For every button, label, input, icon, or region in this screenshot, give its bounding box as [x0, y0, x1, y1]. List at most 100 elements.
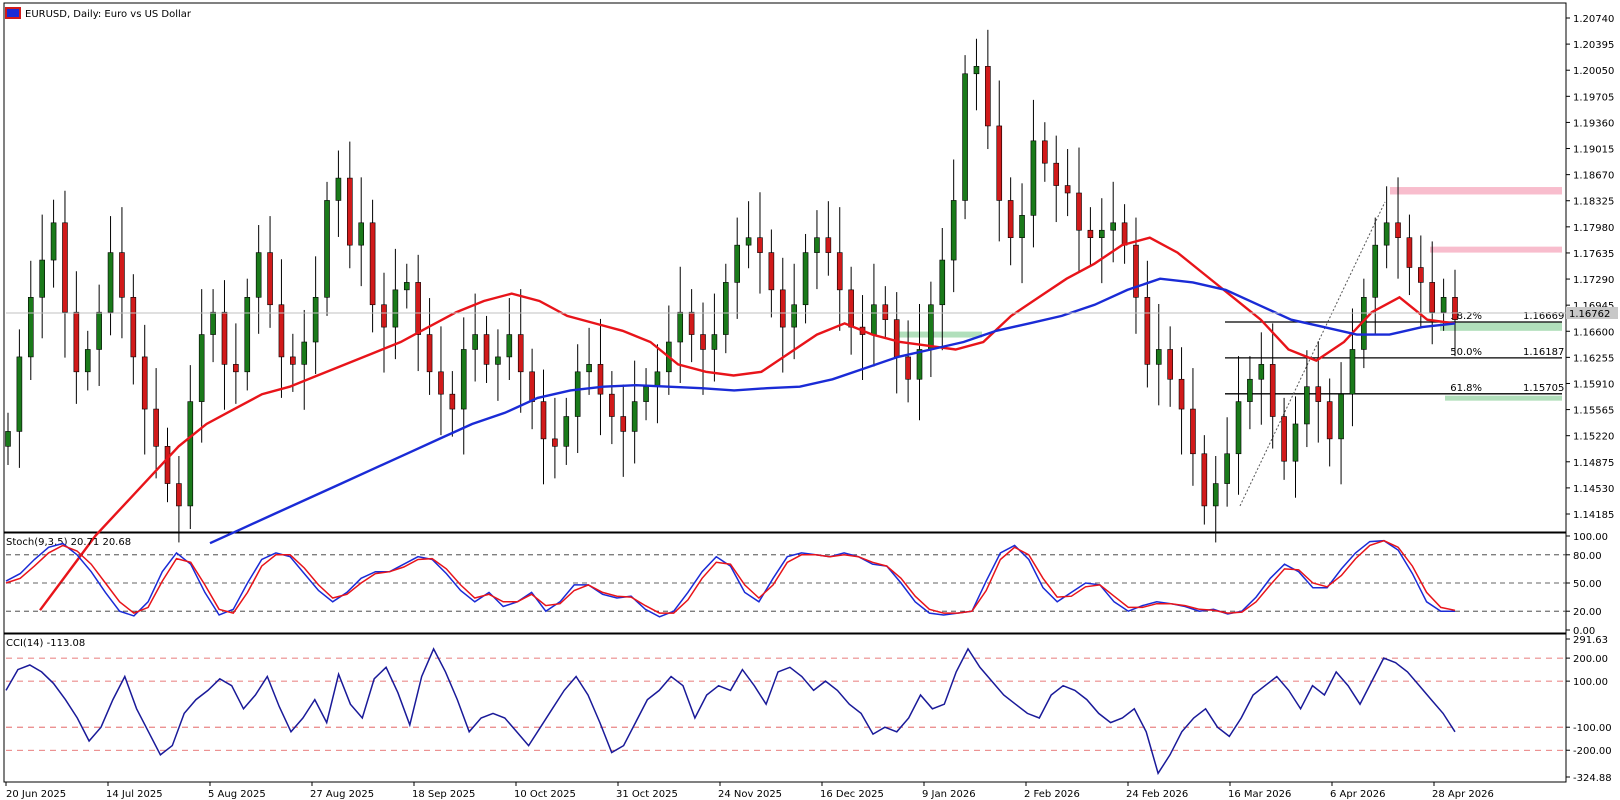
candle-bull: [472, 334, 478, 350]
candle-bull: [631, 401, 638, 432]
candle-bull: [563, 416, 570, 447]
candle-bear: [1133, 244, 1139, 298]
candle-bear: [1167, 349, 1173, 380]
candle-bear: [1281, 416, 1287, 462]
cci-axis: 291.63 200.00 100.00 -100.00 -200.00 -324.88: [1566, 635, 1612, 784]
candle-bull: [711, 334, 718, 350]
cci-tick-label: -100.00: [1573, 723, 1612, 734]
cci-tick-label: 291.63: [1573, 635, 1608, 646]
fib-value-label: 1.15705: [1523, 383, 1564, 394]
time-tick-label: 28 Apr 2026: [1432, 789, 1494, 800]
candle-bull: [1338, 393, 1344, 440]
candle-bear: [529, 371, 535, 402]
candle-bull: [745, 237, 752, 246]
candle-bull: [586, 364, 592, 373]
candle-bear: [483, 334, 490, 365]
candle-bear: [1053, 162, 1060, 186]
stochastic-oscillator: [5, 539, 1566, 618]
price-panel-frame: [3, 2, 1567, 533]
candle-bear: [985, 66, 991, 127]
candle-bull: [1224, 453, 1230, 484]
candle-bull: [939, 259, 946, 306]
support-zone: [1445, 395, 1562, 401]
price-tick-label: 1.20395: [1573, 40, 1614, 51]
current-price-badge: [1566, 307, 1618, 319]
candle-bull: [1030, 140, 1037, 216]
candle-bear: [73, 311, 80, 373]
time-tick-label: 14 Jul 2025: [106, 789, 163, 800]
moving-averages: [39, 236, 1456, 611]
candle-bear: [779, 289, 786, 328]
time-tick-label: 10 Oct 2025: [514, 789, 576, 800]
candle-bull: [403, 282, 410, 291]
time-tick-label: 9 Jan 2026: [922, 789, 976, 800]
candle-bull: [5, 431, 11, 447]
support-zone: [898, 331, 982, 338]
time-tick-label: 16 Dec 2025: [820, 789, 884, 800]
candle-bull: [50, 222, 57, 261]
candle-bull: [916, 349, 923, 380]
candle-bull: [1258, 364, 1265, 380]
candle-bear: [836, 252, 843, 291]
candle-bear: [996, 125, 1003, 201]
price-tick-label: 1.16600: [1573, 327, 1614, 338]
candle-bear: [825, 237, 832, 253]
cci-tick-label: 200.00: [1573, 654, 1608, 665]
candle-bull: [723, 282, 729, 335]
candle-bear: [1190, 408, 1196, 455]
candle-bear: [1064, 185, 1071, 194]
candle-bull: [802, 252, 809, 306]
candle-bear: [176, 483, 182, 507]
candle-bear: [700, 334, 706, 350]
resistance-zone: [1430, 246, 1562, 253]
candle-bull: [643, 386, 649, 402]
candle-bear: [62, 222, 68, 313]
candle-bull: [791, 304, 797, 328]
candle-bull: [392, 289, 399, 328]
candle-bull: [1304, 386, 1310, 425]
price-tick-label: 1.16255: [1573, 353, 1614, 364]
candle-bull: [1440, 297, 1447, 313]
candle-bull: [1098, 229, 1105, 238]
time-tick-label: 2 Feb 2026: [1024, 789, 1080, 800]
price-tick-label: 1.17980: [1573, 223, 1614, 234]
candle-bull: [96, 311, 102, 350]
cci-tick-label: -200.00: [1573, 746, 1612, 757]
candle-bull: [301, 341, 308, 365]
fib-pct-label: 61.8%: [1450, 383, 1482, 394]
fib-pct-label: 50.0%: [1450, 347, 1482, 358]
cci-indicator: [5, 647, 1566, 776]
candle-bear: [233, 364, 239, 373]
candle-bear: [278, 304, 285, 358]
candle-bull: [1292, 423, 1299, 462]
candle-bear: [415, 282, 421, 335]
price-tick-label: 1.20740: [1573, 14, 1614, 25]
chart-title: EURUSD, Daily: Euro vs US Dollar: [25, 9, 192, 20]
candle-bear: [1418, 267, 1424, 283]
candle-bull: [187, 401, 194, 507]
candle-bear: [552, 438, 558, 447]
candle-bull: [27, 297, 34, 358]
candle-bear: [757, 237, 763, 253]
candle-bull: [244, 297, 251, 373]
candle-bear: [426, 334, 433, 373]
fibonacci-levels: 38.2% 1.16669 50.0% 1.16187 61.8% 1.15705: [1225, 201, 1564, 507]
candle-bull: [1235, 401, 1242, 455]
price-zones: [898, 187, 1562, 401]
candle-bear: [347, 177, 353, 246]
candle-bull: [1247, 378, 1253, 402]
candle-bull: [107, 252, 114, 313]
candle-bear: [1007, 200, 1014, 238]
current-price-label: 1.16762: [1569, 309, 1610, 320]
candle-bull: [814, 237, 820, 253]
candle-bear: [893, 319, 900, 358]
candle-bull: [1383, 222, 1390, 246]
candle-bear: [221, 311, 228, 365]
candle-bull: [1110, 222, 1116, 231]
price-tick-label: 1.15220: [1573, 432, 1614, 443]
candle-bear: [1144, 297, 1151, 365]
candle-bull: [1349, 349, 1356, 395]
candle-bull: [1212, 483, 1219, 507]
